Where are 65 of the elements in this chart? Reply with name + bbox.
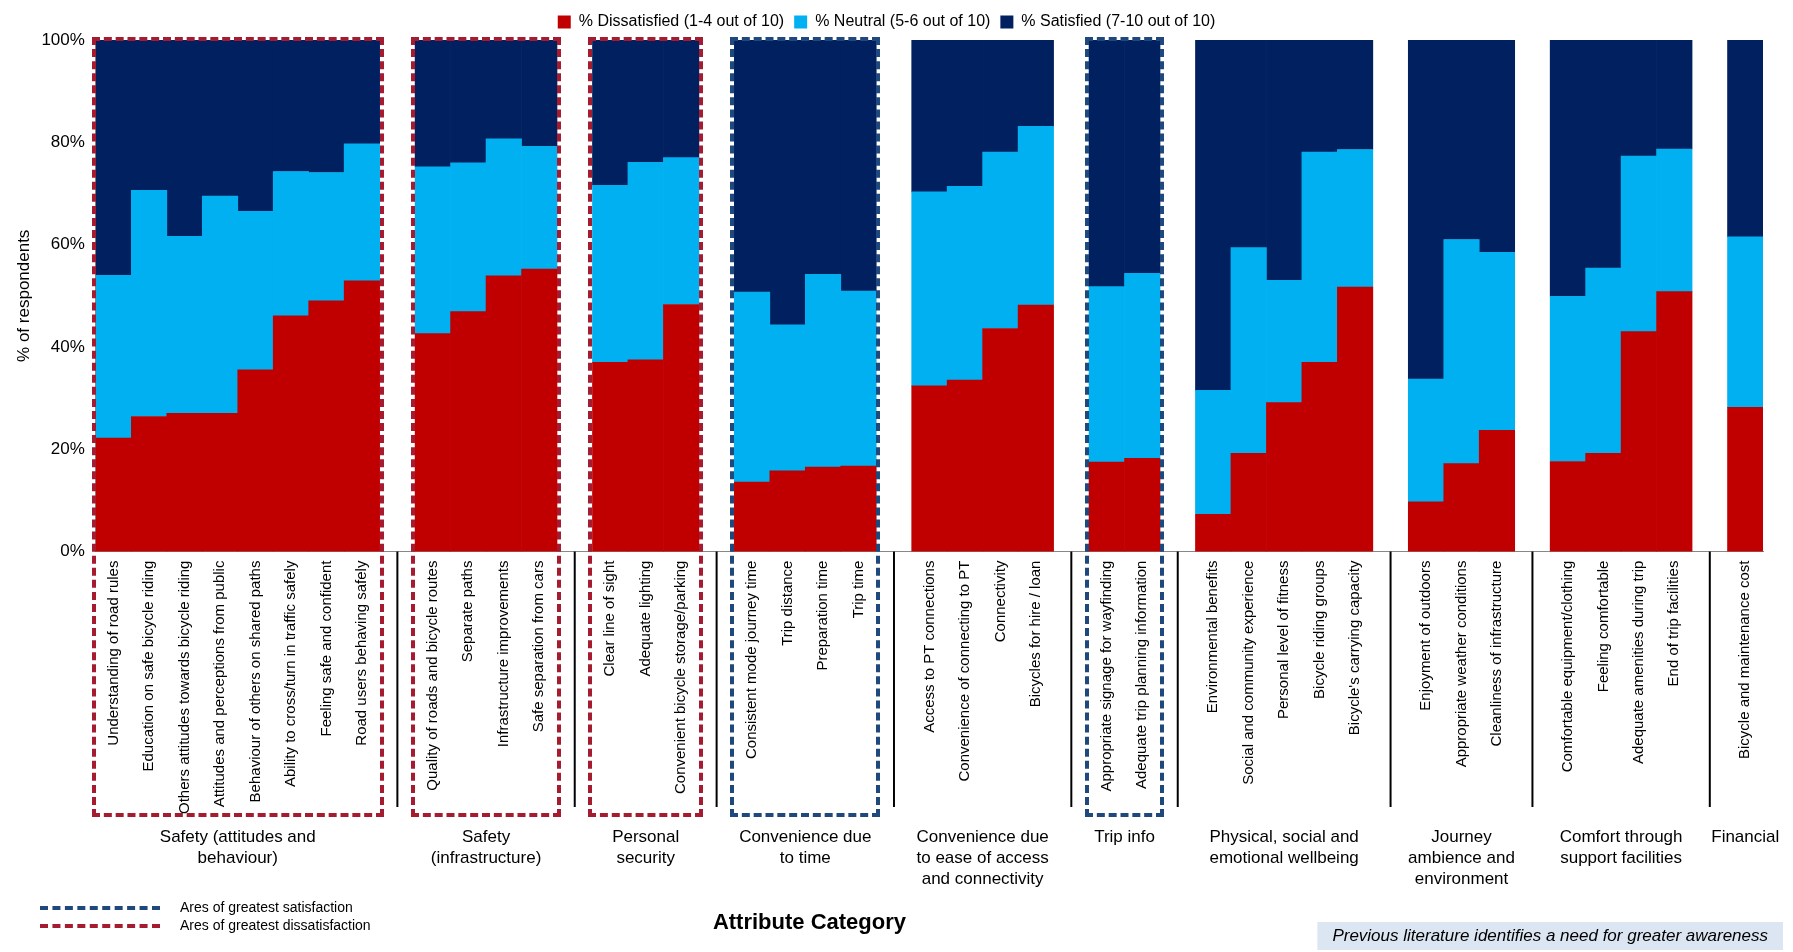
x-tick-label: Trip time [848,560,866,619]
x-tick-label: Clear line of sight [600,559,618,677]
x-tick-label: Comfortable equipment/clothing [1558,560,1576,773]
x-tick-label: Education on safe bicycle riding [139,560,157,772]
text: Ares of greatest dissatisfaction [180,916,371,933]
y-axis-title: % of respondents [13,229,33,362]
x-tick-label: Trip distance [777,560,795,646]
text: Safety (attitudes and behaviour) [159,827,316,868]
y-tick-label: 60% [50,234,85,254]
text: Personal security [612,827,680,868]
x-tick-label: End of trip facilities [1664,560,1682,687]
bar [1727,40,1763,238]
x-tick-label: Bicycle and maintenance cost [1735,559,1753,760]
text: Convenience due to ease of access and connectivity [916,827,1049,889]
legend-label: % Dissatisfied (1-4 out of 10) [578,12,785,30]
x-tick-label: Appropriate weather conditions [1451,560,1469,768]
x-tick-label: Bicycle riding groups [1309,560,1327,699]
legend-label: % Neutral (5-6 out of 10) [815,12,991,30]
x-tick-label: Separate paths [458,560,476,663]
x-tick-label: Appropriate signage for wayfinding [1096,560,1114,792]
x-tick-label: Road users behaving safely [352,560,370,746]
text: Trip info [1094,827,1155,847]
text: Safety (infrastructure) [430,827,542,868]
x-tick-label: Quality of roads and bicycle routes [422,560,440,791]
x-tick-label: Consistent mode journey time [742,560,760,759]
text: Physical, social and emotional wellbeing [1209,827,1359,868]
x-tick-label: Others attitudes towards bicycle riding [174,560,192,815]
text: Comfort through support facilities [1559,827,1683,868]
bar [1727,236,1763,408]
x-tick-label: Feeling safe and confident [316,559,334,737]
x-tick-label: Ability to cross/turn in traffic safely [281,560,299,788]
y-tick-label: 80% [50,132,85,151]
y-tick-label: 20% [50,438,85,458]
x-tick-label: Adequate lighting [635,560,653,677]
y-tick-label: 100% [41,29,85,49]
x-tick-label: Convenient bicycle storage/parking [671,560,689,795]
x-tick-label: Behaviour of others on shared paths [245,560,263,803]
x-tick-label: Convenience of connecting to PT [955,560,973,782]
x-tick-label: Personal level of fitness [1274,560,1292,719]
x-tick-label: Bicycles for hire / loan [1025,560,1043,708]
legend-label: % Satisfied (7-10 out of 10) [1021,12,1216,30]
x-tick-label: Understanding of road rules [103,560,121,746]
x-tick-label: Access to PT connections [919,560,937,733]
x-tick-label: Cleanliness of infrastructure [1487,560,1505,747]
x-tick-label: Bicycle's carrying capacity [1345,560,1363,736]
x-tick-label: Preparation time [813,560,831,671]
x-tick-label: Feeling comfortable [1593,560,1611,693]
x-tick-label: Adequate trip planning information [1132,560,1150,790]
x-tick-label: Connectivity [990,560,1008,643]
x-tick-label: Environmental benefits [1203,560,1221,714]
x-tick-label: Enjoyment of outdoors [1416,560,1434,711]
x-tick-label: Infrastructure improvements [493,560,511,748]
x-axis-title: Attribute Category [712,909,907,935]
text: Financial [1711,827,1780,847]
x-tick-label: Attitudes and perceptions from public [210,560,228,808]
x-tick-label: Social and community experience [1238,560,1256,785]
y-tick-label: 0% [60,541,85,561]
bar [1727,406,1763,552]
x-tick-label: Adequate amenities during trip [1628,560,1646,765]
text: Journey ambience and environment [1408,827,1515,889]
text: Previous literature identifies a need for greater awareness [1332,925,1769,945]
y-tick-label: 40% [50,336,85,356]
text: Ares of greatest satisfaction [180,898,353,915]
text: Convenience due to time [739,827,872,868]
x-tick-label: Safe separation from cars [529,560,547,733]
